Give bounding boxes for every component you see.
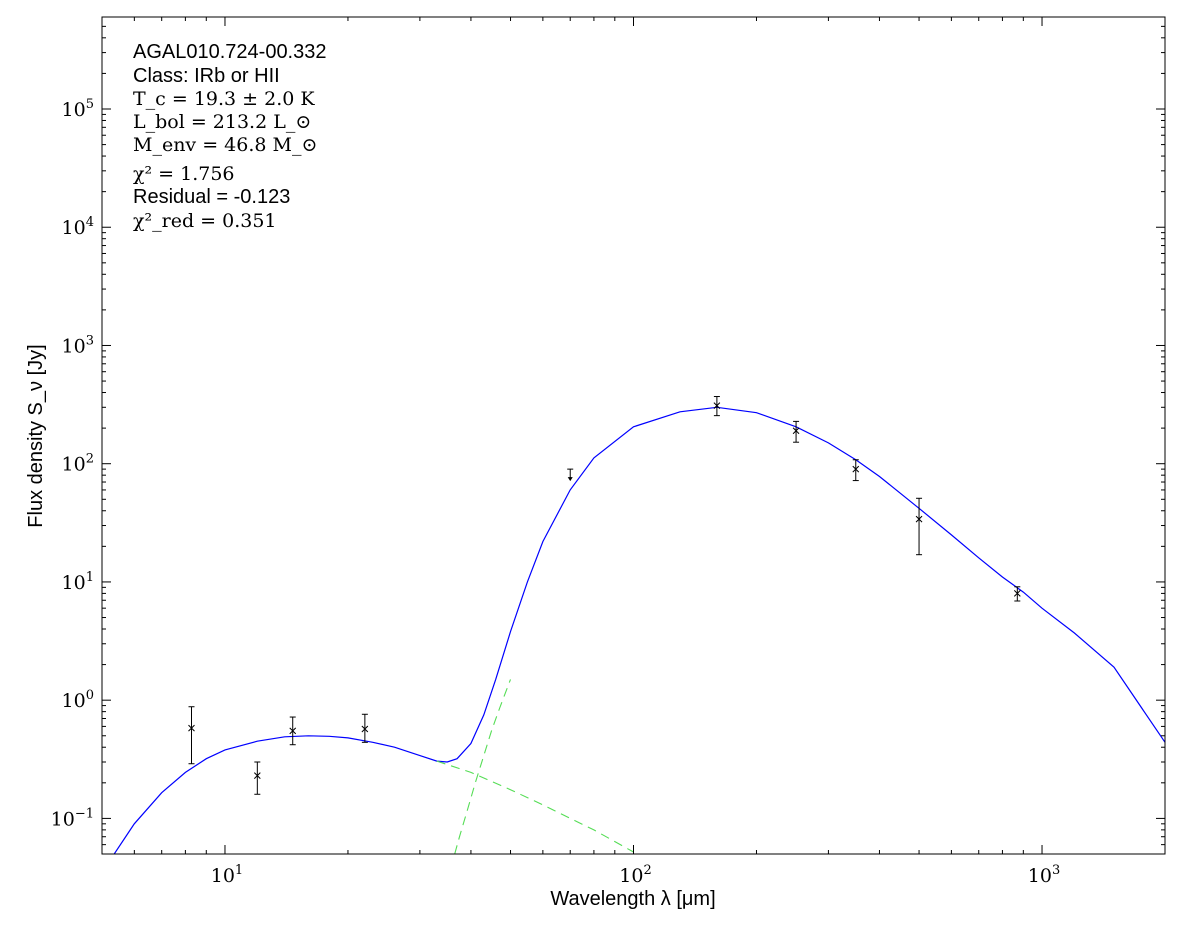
y-tick-label: 102 — [62, 452, 94, 476]
chi-squared-label: χ² = 1.756 — [133, 163, 235, 185]
data-point — [1013, 586, 1021, 602]
source-name: AGAL010.724-00.332 — [133, 41, 327, 63]
y-axis-label: Flux density S_ν [Jy] — [25, 344, 47, 527]
upper-limit-point — [567, 468, 574, 482]
y-tick-label: 10−1 — [51, 806, 94, 830]
axis-tick-labels: 101 102 103 10−1 100 101 102 103 104 105 — [51, 97, 1061, 887]
upper-limit-arrow — [567, 477, 573, 482]
point-marker — [915, 515, 923, 523]
y-tick-label: 100 — [62, 688, 94, 712]
model-component-curve-1 — [436, 760, 634, 853]
y-tick-label: 104 — [62, 215, 94, 239]
y-tick-label: 103 — [62, 333, 94, 357]
source-class: Class: IRb or HII — [133, 65, 280, 87]
y-tick-label: 101 — [62, 570, 94, 594]
x-tick-label: 102 — [619, 863, 651, 887]
point-marker — [289, 727, 297, 735]
point-marker — [713, 402, 721, 409]
x-tick-label: 103 — [1028, 863, 1060, 887]
data-points — [188, 396, 1021, 795]
point-marker — [361, 725, 369, 733]
point-marker — [852, 465, 860, 473]
point-marker — [253, 772, 261, 779]
axis-ticks — [101, 16, 1166, 855]
fit-annotations: AGAL010.724-00.332 Class: IRb or HII T_c… — [133, 41, 327, 232]
model-curves — [113, 406, 1165, 854]
data-point — [713, 396, 721, 417]
temperature-label: T_c = 19.3 ± 2.0 K — [133, 88, 315, 110]
data-point — [361, 713, 369, 743]
data-point — [792, 420, 800, 443]
point-marker — [188, 724, 195, 732]
reduced-chi-squared-label: χ²_red = 0.351 — [133, 210, 277, 232]
model-component-curve-2 — [454, 679, 512, 854]
luminosity-label: L_bol = 213.2 L_⊙ — [133, 111, 311, 133]
data-point — [915, 497, 923, 556]
residual-label: Residual = -0.123 — [133, 186, 290, 208]
y-tick-label: 105 — [62, 97, 94, 121]
x-tick-label: 101 — [211, 863, 243, 887]
data-point — [852, 459, 860, 482]
point-marker — [1013, 590, 1021, 597]
data-point — [253, 761, 261, 795]
x-axis-label: Wavelength λ [μm] — [550, 888, 715, 910]
model-sed-curve — [113, 406, 1165, 854]
envelope-mass-label: M_env = 46.8 M_⊙ — [133, 134, 317, 156]
data-point — [289, 716, 297, 746]
data-point — [188, 706, 195, 765]
point-marker — [792, 427, 800, 435]
